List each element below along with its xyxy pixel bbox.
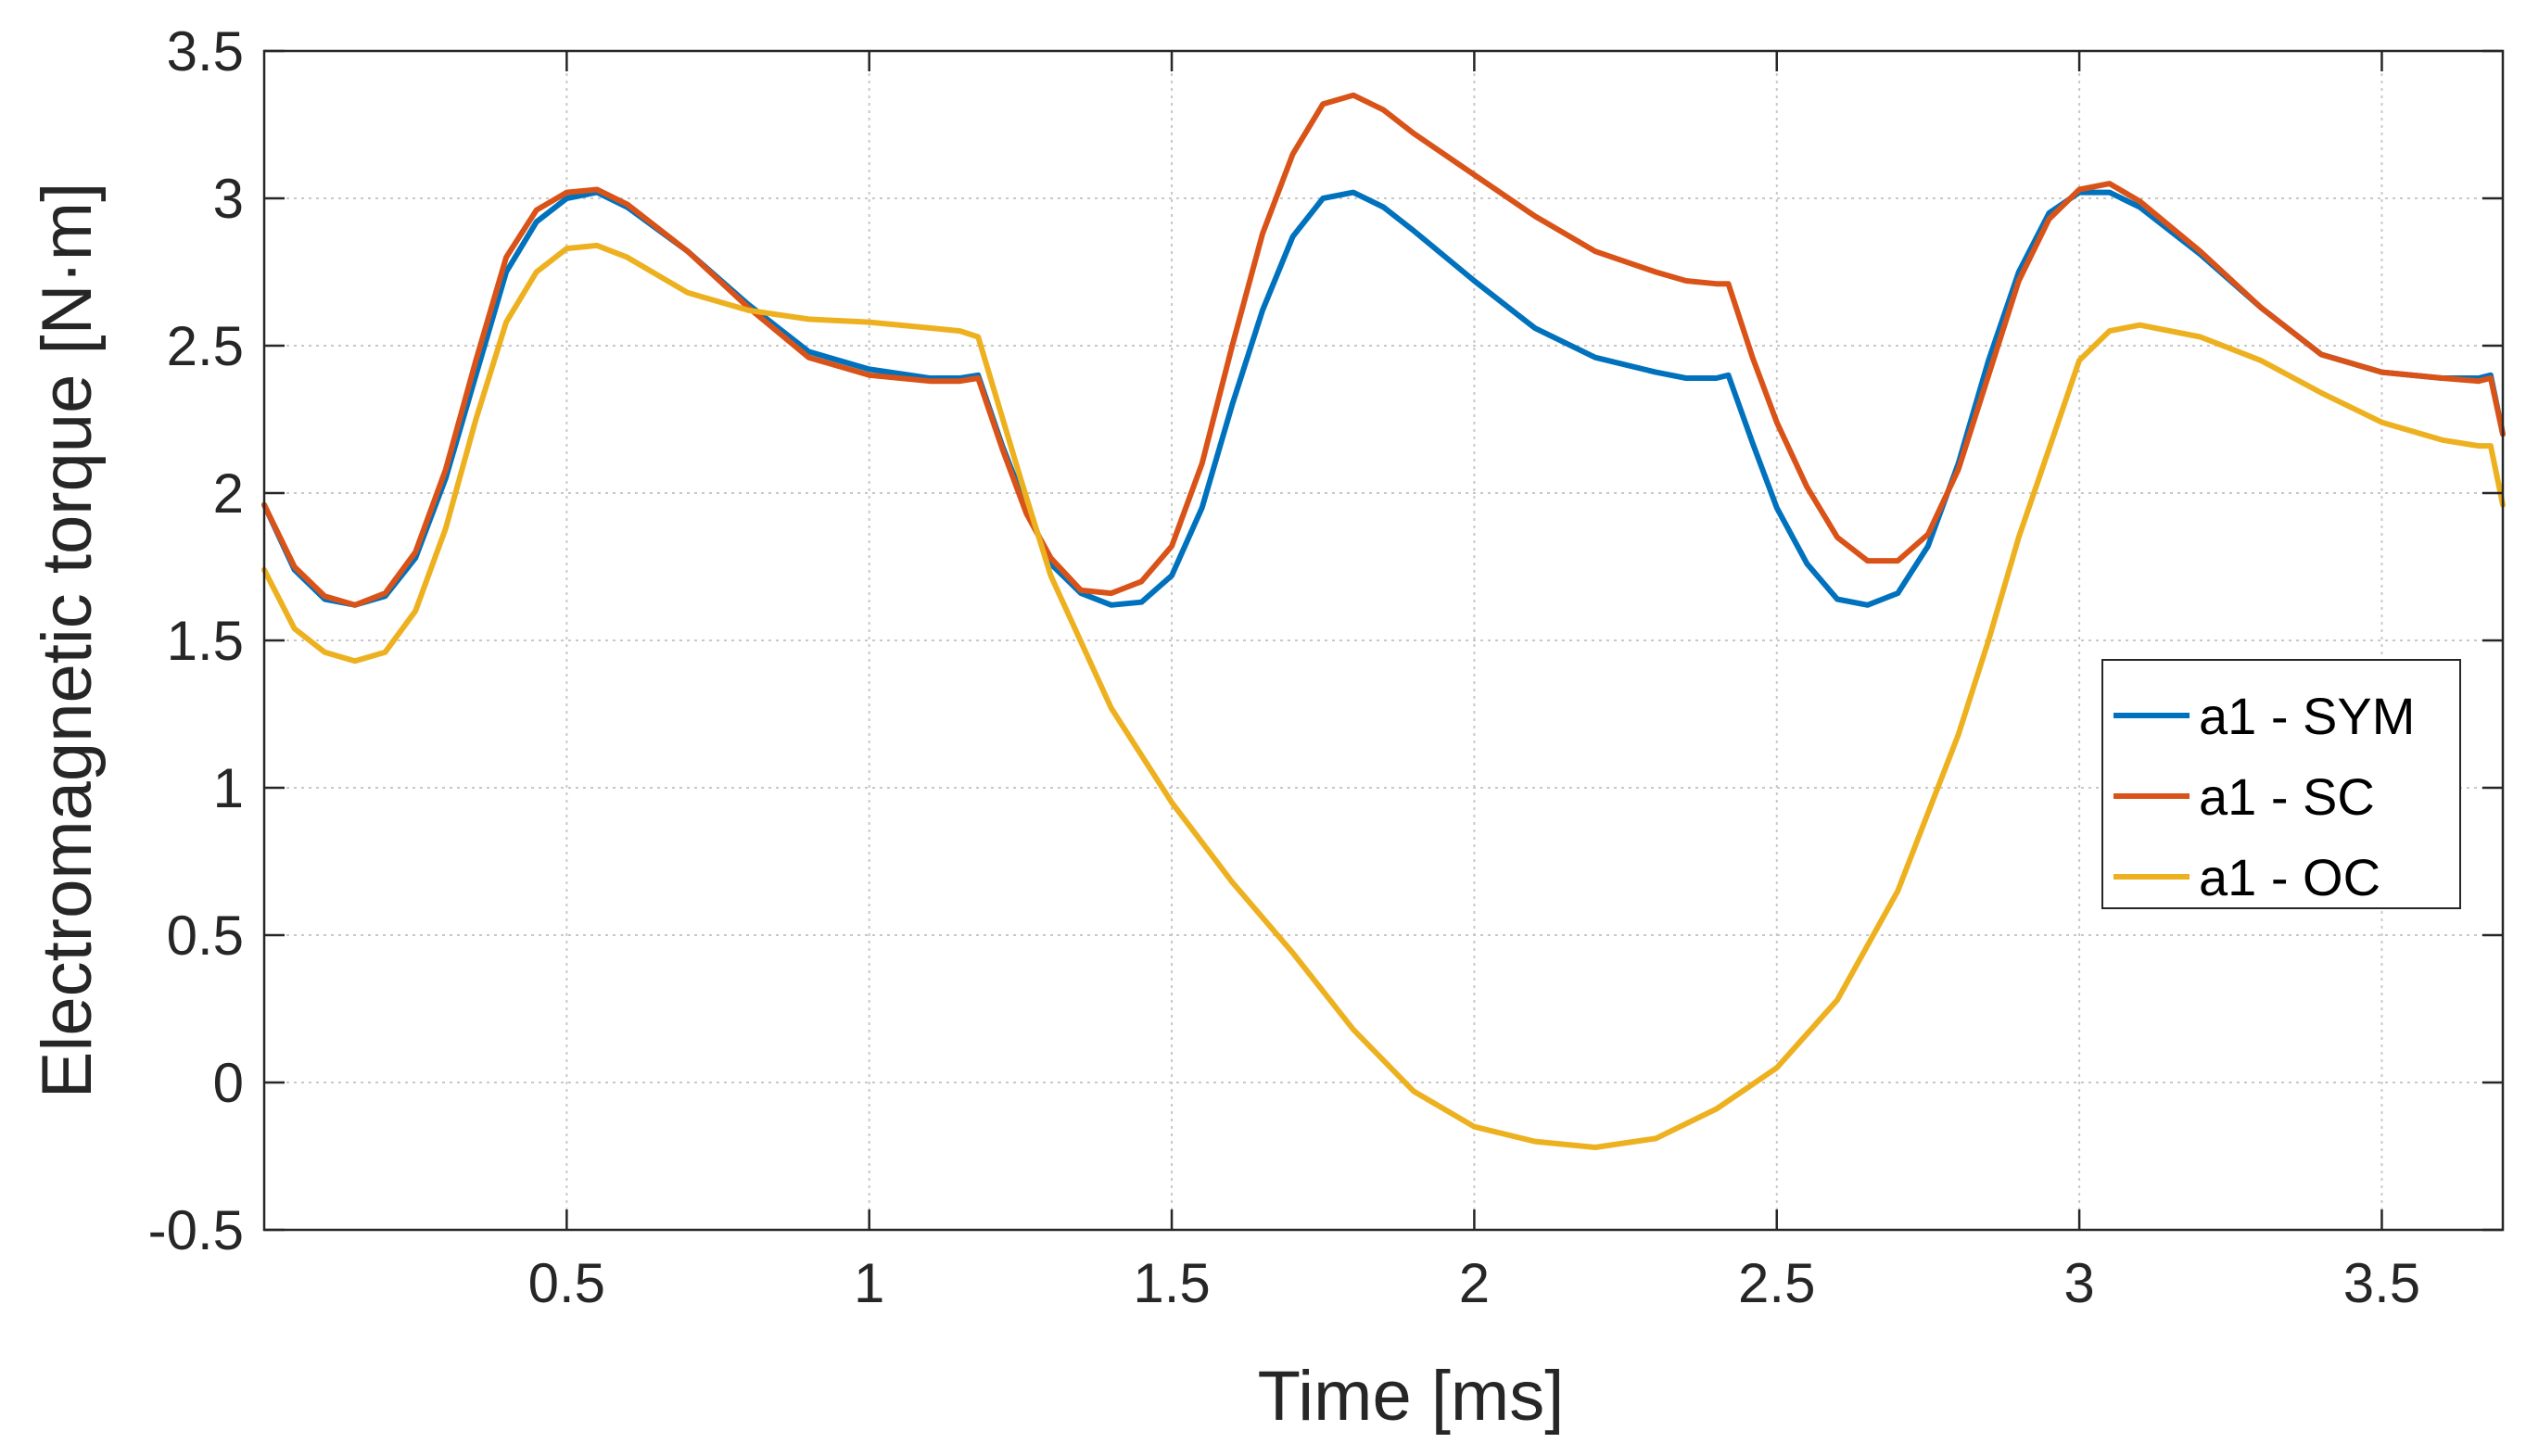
x-tick-label: 1.5 bbox=[1133, 1252, 1210, 1314]
x-tick-label: 1 bbox=[854, 1252, 884, 1314]
series-line-a1-sc bbox=[261, 92, 2506, 608]
y-tick-label: 1.5 bbox=[167, 610, 244, 672]
y-tick-label: 0.5 bbox=[167, 905, 244, 967]
x-tick-label: 3 bbox=[2063, 1252, 2094, 1314]
legend: a1 - SYM a1 - SC a1 - OC bbox=[2101, 659, 2461, 909]
y-tick-label: 0 bbox=[213, 1052, 244, 1114]
x-tick-label: 2 bbox=[1459, 1252, 1490, 1314]
y-tick-label: 2.5 bbox=[167, 315, 244, 377]
y-axis-title: Electromagnetic torque [N·m] bbox=[28, 183, 107, 1098]
ticks bbox=[264, 49, 2503, 1232]
legend-label: a1 - SYM bbox=[2199, 687, 2415, 745]
y-tick-label: -0.5 bbox=[148, 1199, 244, 1261]
x-tick-label: 2.5 bbox=[1738, 1252, 1815, 1314]
legend-label: a1 - OC bbox=[2199, 848, 2380, 906]
grid bbox=[264, 51, 2503, 1230]
x-tick-label: 3.5 bbox=[2343, 1252, 2420, 1314]
tick-labels: 0.5 1 1.5 2 2.5 3 3.5 -0.5 0 0.5 1 1.5 2 2.5 3 3.5 bbox=[148, 20, 2421, 1314]
series-line-a1-oc bbox=[261, 242, 2506, 1150]
y-tick-label: 2 bbox=[213, 462, 244, 525]
series-layer bbox=[261, 92, 2506, 1150]
y-tick-label: 3 bbox=[213, 168, 244, 230]
y-tick-label: 1 bbox=[213, 757, 244, 819]
y-tick-label: 3.5 bbox=[167, 20, 244, 82]
legend-label: a1 - SC bbox=[2199, 767, 2375, 826]
x-tick-label: 0.5 bbox=[528, 1252, 605, 1314]
x-axis-title: Time [ms] bbox=[1258, 1357, 1565, 1436]
legend-box bbox=[2101, 659, 2461, 909]
